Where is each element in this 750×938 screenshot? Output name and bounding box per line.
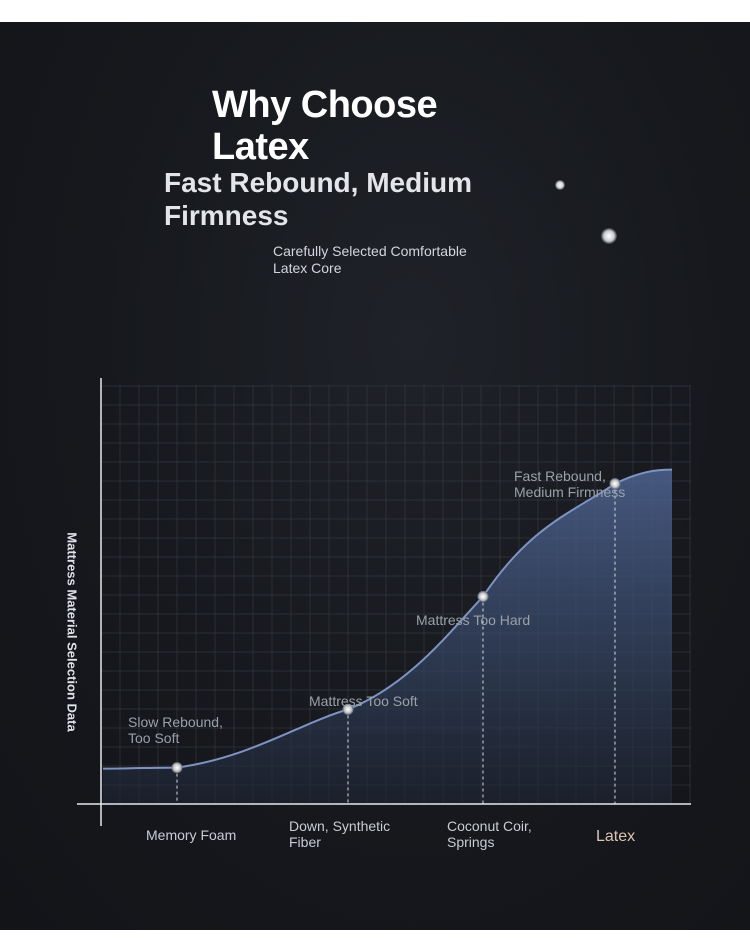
data-label: Mattress Too Hard [416,612,531,628]
data-label: Mattress Too Soft [309,693,418,709]
data-point [171,762,183,774]
x-tick-label: Coconut Coir, Springs [447,818,532,850]
data-point [609,478,621,490]
data-label: Slow Rebound, Too Soft [128,714,223,746]
page-title: Why Choose Latex [212,84,438,168]
star-decoration [555,180,565,190]
data-point [342,703,354,715]
moon-decoration [601,228,617,244]
page-caption: Carefully Selected Comfortable Latex Cor… [273,243,467,276]
drop-lines [176,483,616,804]
x-tick-label-highlight: Latex [596,828,636,845]
series-area [103,469,672,804]
x-tick-label: Down, Synthetic Fiber [289,818,391,850]
page-subtitle: Fast Rebound, Medium Firmness [164,167,472,231]
data-label: Fast Rebound, Medium Firmness [514,468,626,500]
x-tick-label: Memory Foam [146,827,237,843]
data-point [477,591,489,603]
data-points [171,478,621,774]
y-axis-label: Mattress Material Selection Data [64,532,80,732]
